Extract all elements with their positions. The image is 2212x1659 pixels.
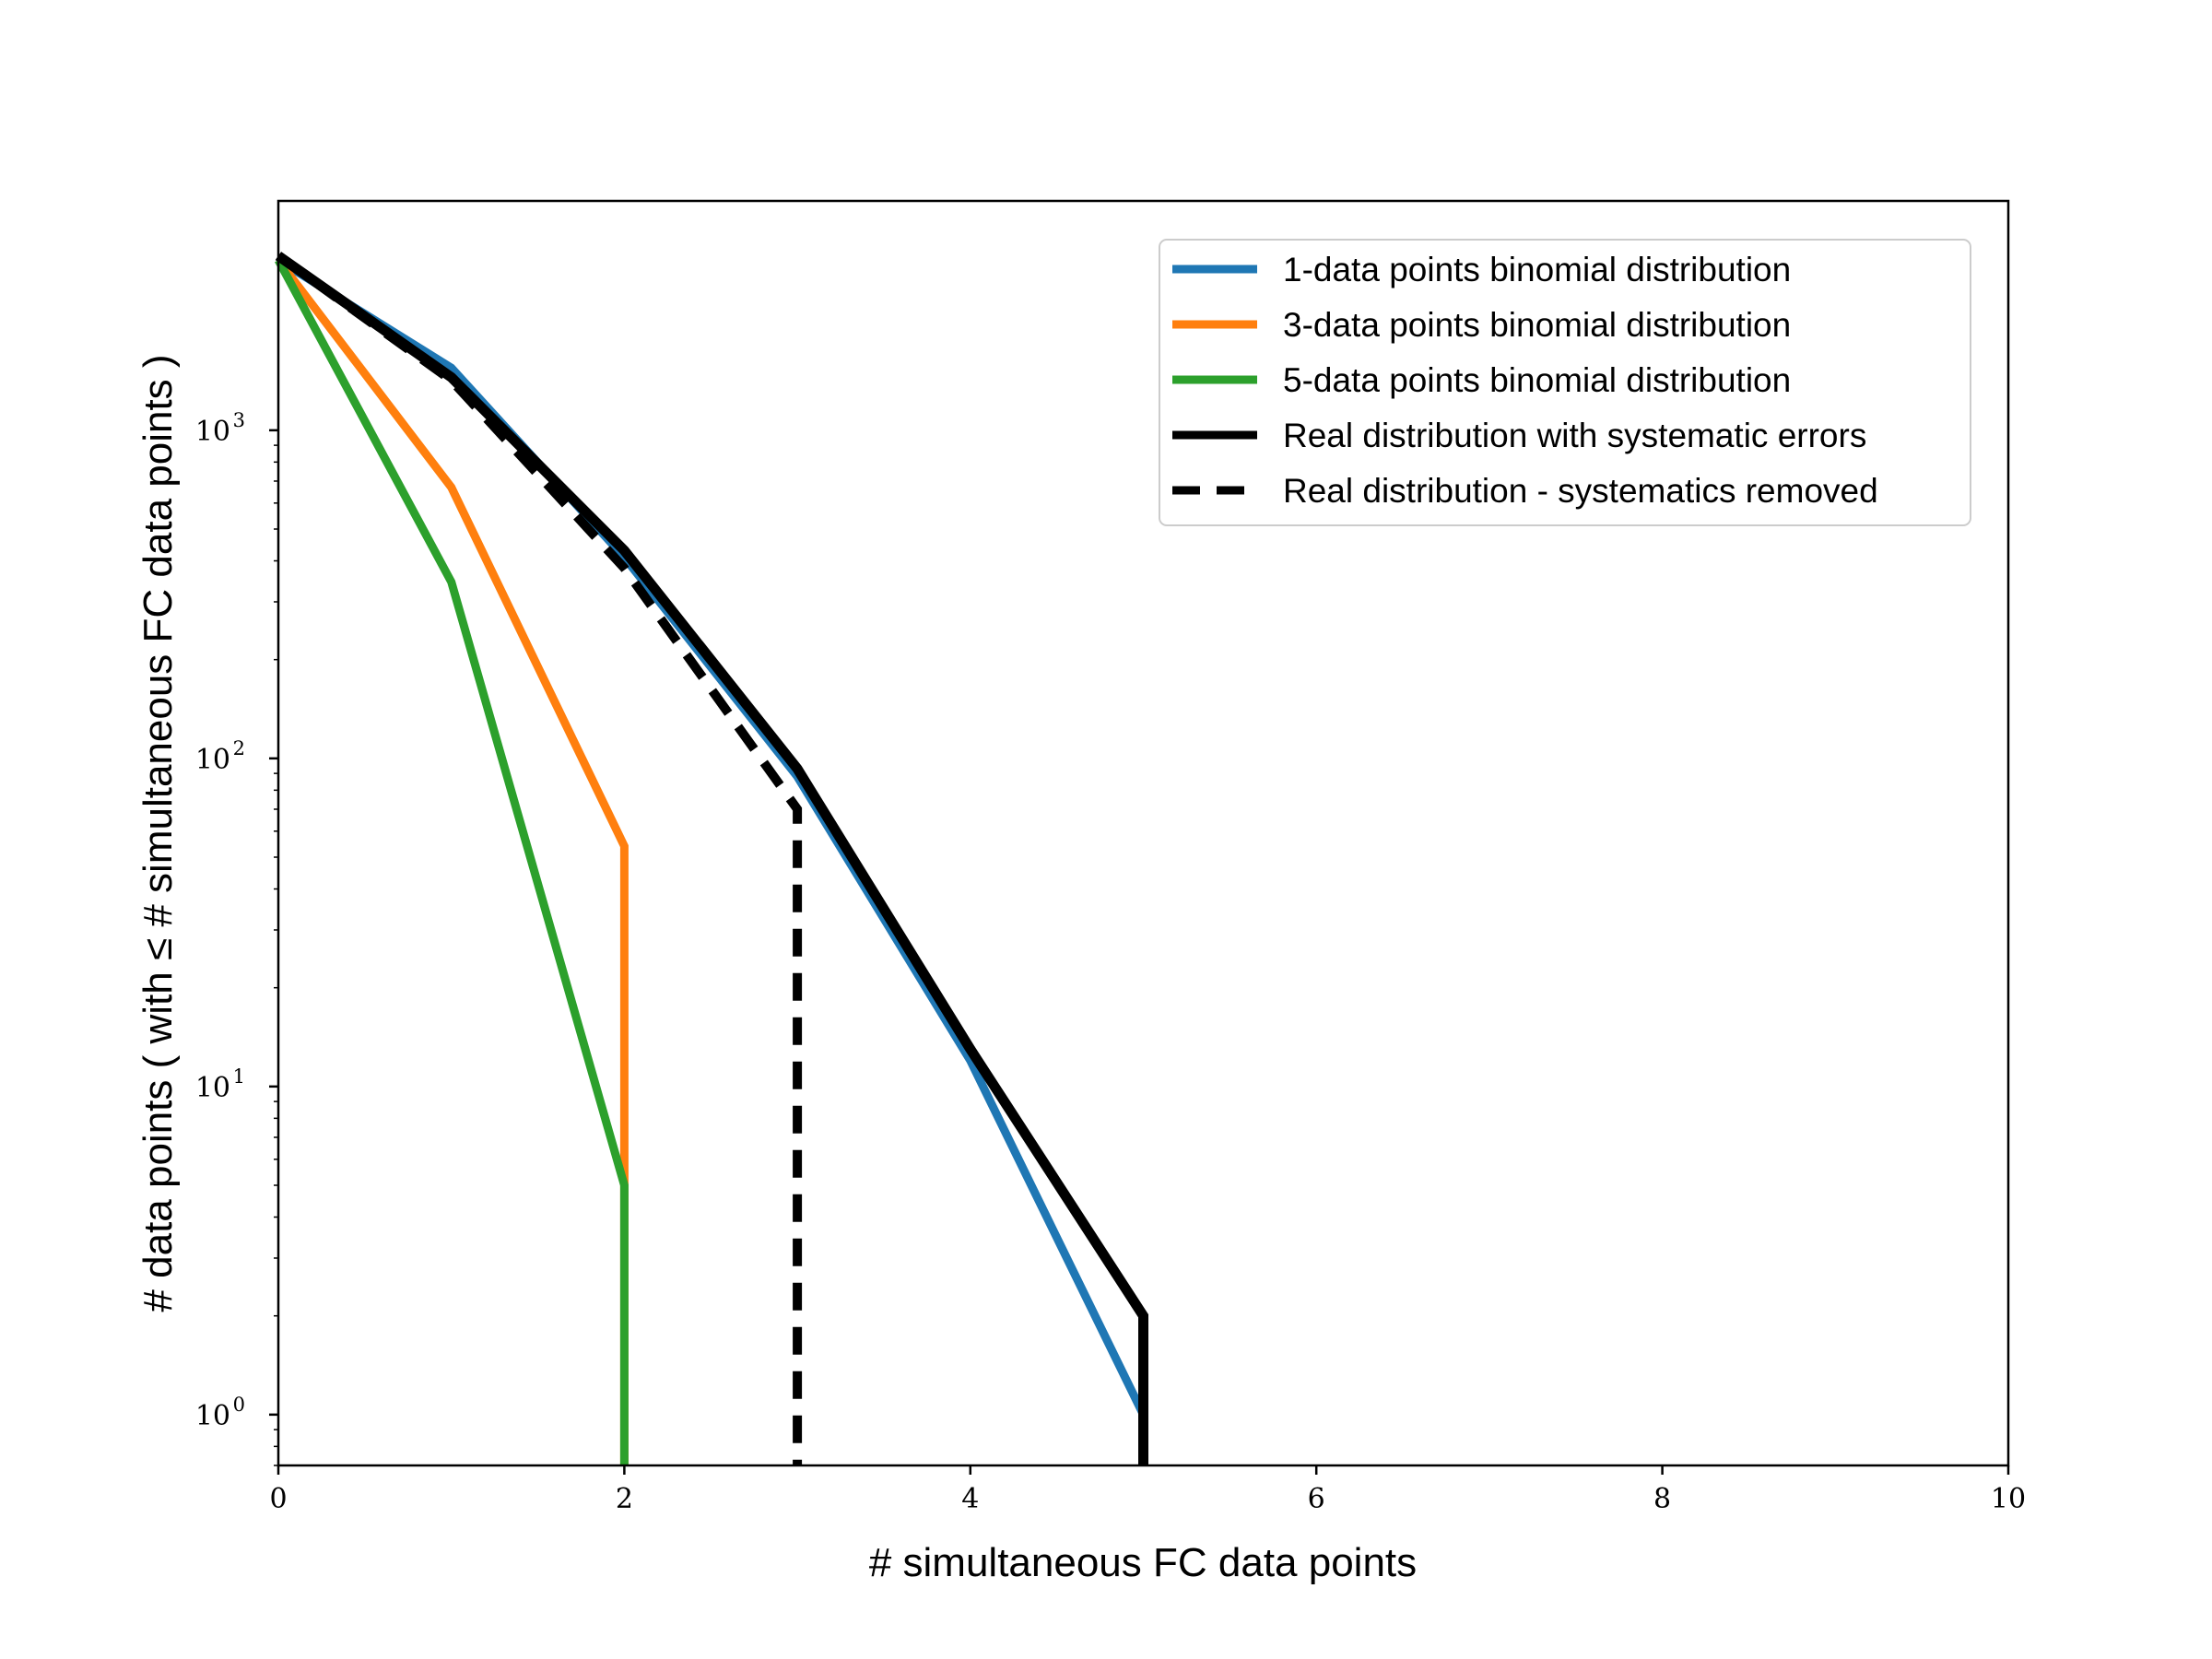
x-tick-label: 6 — [1308, 1483, 1325, 1515]
y-tick-label: 10 — [195, 744, 230, 776]
legend-label-5: Real distribution - systematics removed — [1283, 472, 1878, 510]
y-axis-label: # data points ( with ≤ # simultaneous FC… — [135, 354, 181, 1312]
y-tick-exponent: 2 — [233, 737, 245, 759]
legend: 1-data points binomial distribution 3-dat… — [1159, 239, 1971, 526]
x-axis: 0 2 4 6 8 10 — [269, 1465, 2026, 1515]
series-line-2 — [275, 257, 629, 1465]
y-tick-exponent: 0 — [233, 1394, 245, 1416]
legend-label-2: 3-data points binomial distribution — [1283, 306, 1791, 344]
x-axis-label: # simultaneous FC data points — [869, 1540, 1417, 1585]
y-tick-label: 10 — [195, 1400, 230, 1432]
y-tick-exponent: 3 — [233, 409, 245, 431]
series-layer — [275, 252, 1148, 1465]
series-line-1 — [276, 256, 1147, 1465]
x-tick-label: 4 — [961, 1483, 979, 1515]
x-tick-label: 0 — [269, 1483, 287, 1515]
plot-frame — [276, 199, 2010, 1467]
legend-label-1: 1-data points binomial distribution — [1283, 251, 1791, 288]
y-tick-exponent: 1 — [233, 1065, 245, 1088]
legend-box — [1159, 239, 1971, 526]
x-tick-label: 10 — [1991, 1483, 2026, 1515]
y-tick-label: 10 — [195, 1072, 230, 1104]
series-line-5 — [276, 252, 803, 1465]
y-tick-label: 10 — [195, 416, 230, 448]
legend-label-4: Real distribution with systematic errors — [1283, 417, 1866, 454]
x-tick-label: 2 — [616, 1483, 633, 1515]
series-line-4 — [275, 252, 1148, 1465]
series-line-3 — [275, 258, 629, 1465]
legend-label-3: 5-data points binomial distribution — [1283, 361, 1791, 399]
x-tick-label: 8 — [1653, 1483, 1671, 1515]
